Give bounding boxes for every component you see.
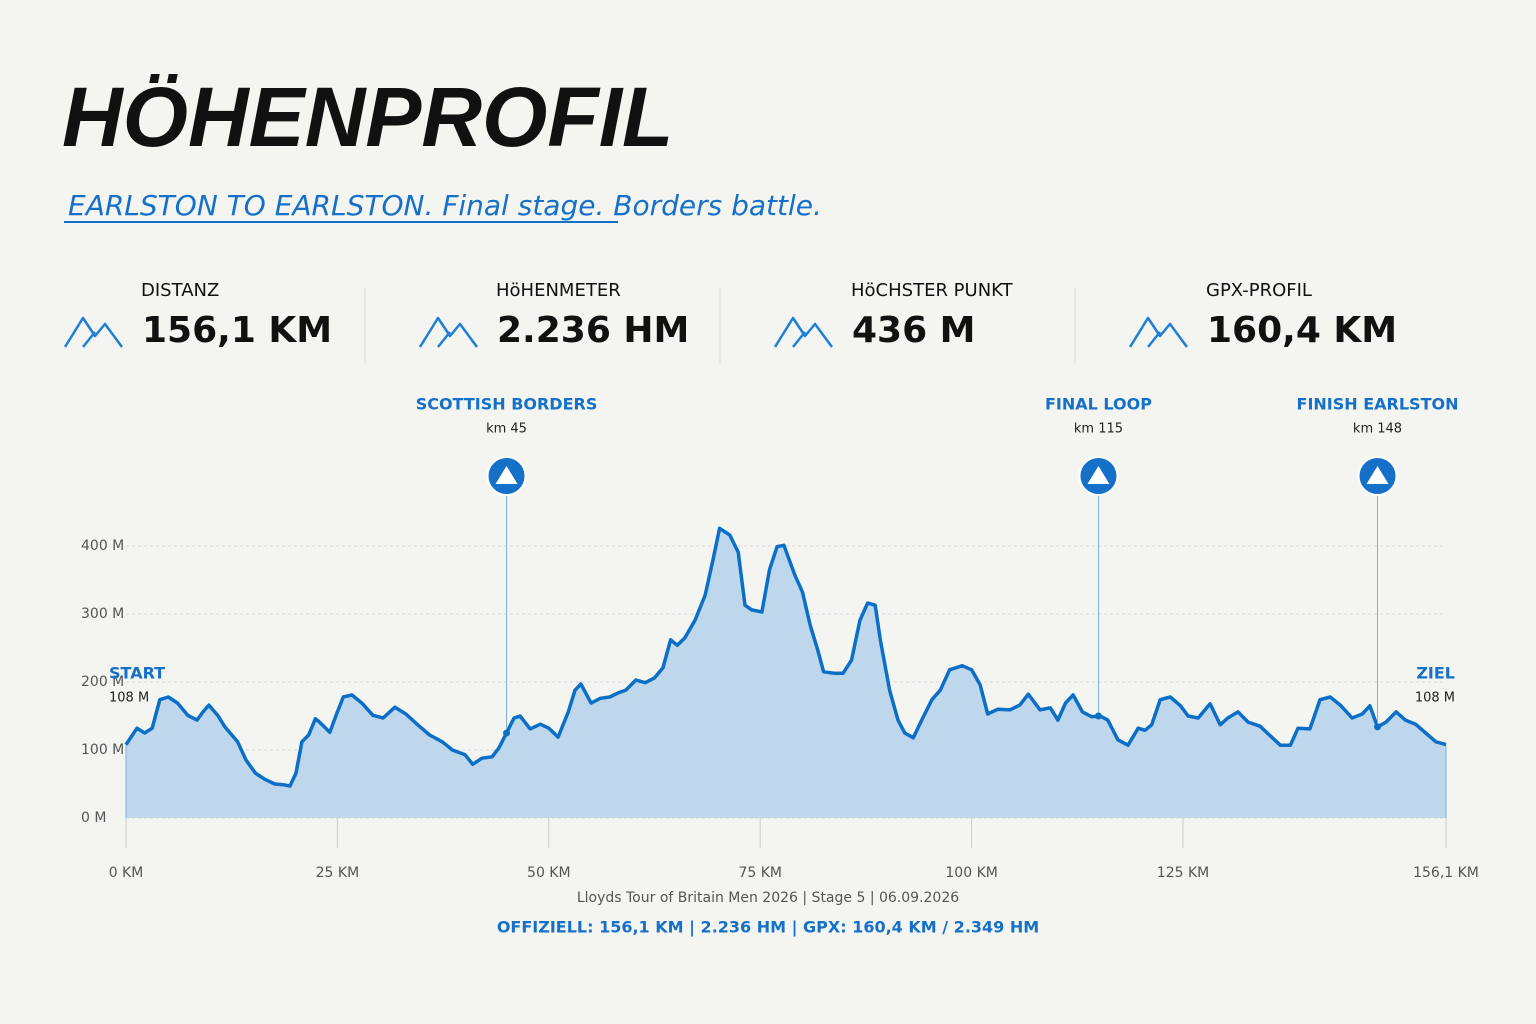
y-tick-label: 400 M [81,538,124,554]
y-tick-label: 200 M [81,674,124,690]
marker-icon [1366,466,1389,484]
endpoint-label: ZIEL [1416,664,1455,683]
stat-label: DISTANZ [141,280,219,301]
mountain-icon [63,316,124,348]
mountain-icon [1147,331,1161,348]
title: HÖHENPROFIL [62,70,673,164]
x-tick-label: 125 KM [1157,865,1209,881]
subtitle: EARLSTON TO EARLSTON. Final stage. Borde… [68,189,822,222]
stat-value: 156,1 KM [142,310,332,351]
x-tick-label: 25 KM [316,865,360,881]
x-tick-label: 0 KM [109,865,144,881]
annotation-sublabel: km 148 [1353,422,1402,437]
stat-label: HöHENMETER [496,280,621,301]
area [126,528,1446,818]
y-tick-label: 100 M [81,742,124,758]
marker-dot [1094,712,1102,720]
marker-dot [503,729,511,737]
footer-summary: OFFIZIELL: 156,1 KM | 2.236 HM | GPX: 16… [497,918,1039,938]
mountain-icon [418,316,479,348]
endpoint-sublabel: 108 M [109,691,149,706]
mountain-icon [437,331,451,348]
endpoint-sublabel: 108 M [1415,691,1455,706]
annotation-sublabel: km 45 [486,422,527,437]
endpoint-label: START [109,664,165,683]
annotation-label: FINISH EARLSTON [1297,395,1459,414]
stat-value: 436 M [852,310,976,351]
stat-dividers [364,288,1076,364]
line [124,526,1447,788]
stat-label: HöCHSTER PUNKT [851,280,1014,301]
footer-caption: Lloyds Tour of Britain Men 2026 | Stage … [577,890,959,906]
annotation-label: SCOTTISH BORDERS [416,395,598,414]
marker-icon [495,466,518,484]
annotation-label: FINAL LOOP [1045,395,1152,414]
x-tick-label: 156,1 KM [1413,865,1479,881]
stat-value: 160,4 KM [1207,310,1397,351]
y-tick-label: 300 M [81,606,124,622]
marker-dot [1374,723,1382,731]
mountain-icon [792,331,806,348]
stat-label: GPX-PROFIL [1206,280,1312,301]
x-tick-label: 75 KM [738,865,782,881]
mountain-icon [1128,316,1189,348]
mountain-icon [82,331,96,348]
annotation-sublabel: km 115 [1074,422,1123,437]
mountain-icon [773,316,834,348]
marker-icon [1087,466,1110,484]
y-tick-label: 0 M [81,810,106,826]
x-tick-label: 50 KM [527,865,571,881]
stat-value: 2.236 HM [497,310,689,351]
x-tick-label: 100 KM [945,865,997,881]
